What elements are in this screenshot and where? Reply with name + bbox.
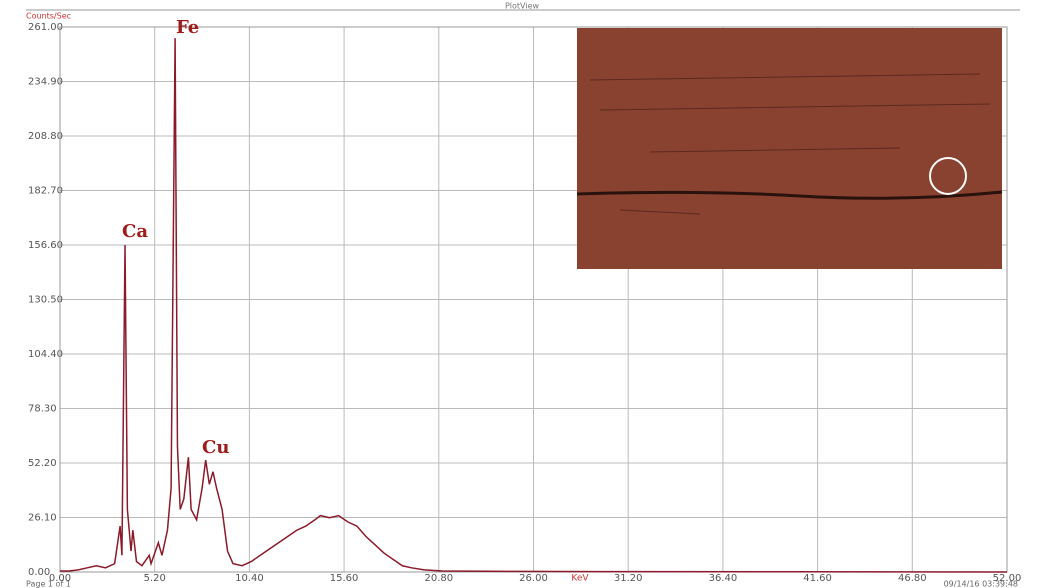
peak-label: Ca (122, 221, 148, 242)
x-axis-label: KeV (571, 574, 589, 584)
y-tick-label: 208.80 (28, 131, 63, 142)
chart: PlotView Counts/Sec KeV Page 1 of 1 09/1… (0, 0, 1044, 588)
y-tick-label: 234.90 (28, 77, 63, 88)
y-tick-label: 26.10 (28, 513, 57, 524)
y-tick-label: 182.70 (28, 186, 63, 197)
x-tick-label: 20.80 (424, 573, 453, 584)
x-tick-label: 31.20 (614, 573, 643, 584)
x-tick-label: 15.60 (330, 573, 359, 584)
y-tick-label: 156.60 (28, 240, 63, 251)
y-tick-label: 130.50 (28, 295, 63, 306)
y-tick-label: 0.00 (28, 567, 50, 578)
inset-photo (577, 28, 1002, 269)
peak-label: Fe (176, 17, 199, 38)
y-tick-label: 104.40 (28, 349, 63, 360)
peak-label: Cu (202, 437, 229, 458)
x-tick-label: 52.00 (993, 573, 1022, 584)
x-tick-label: 46.80 (898, 573, 927, 584)
chart-title: PlotView (505, 2, 540, 11)
y-tick-label: 78.30 (28, 404, 57, 415)
y-axis-label: Counts/Sec (26, 12, 71, 21)
x-tick-label: 26.00 (519, 573, 548, 584)
y-tick-label: 261.00 (28, 22, 63, 33)
photo-shade (577, 28, 1002, 269)
x-tick-label: 5.20 (144, 573, 166, 584)
x-tick-label: 41.60 (803, 573, 832, 584)
x-tick-label: 10.40 (235, 573, 264, 584)
x-tick-label: 0.00 (49, 573, 71, 584)
y-tick-label: 52.20 (28, 458, 57, 469)
page: PlotView Counts/Sec KeV Page 1 of 1 09/1… (0, 0, 1044, 588)
x-tick-label: 36.40 (709, 573, 738, 584)
